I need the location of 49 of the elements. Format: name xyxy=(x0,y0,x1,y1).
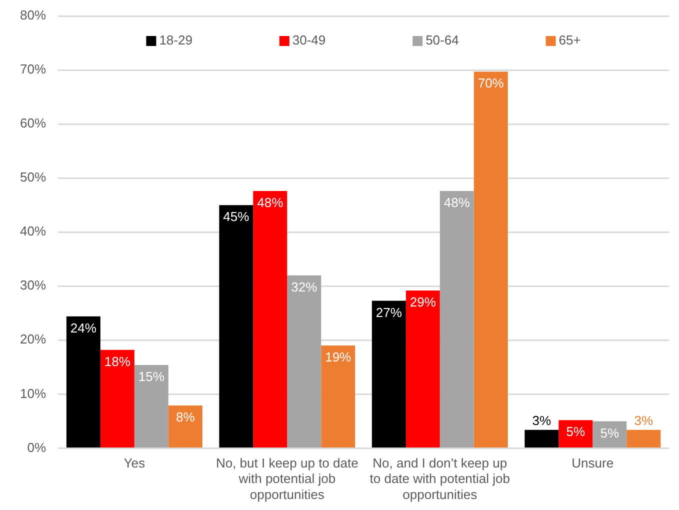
data-label: 15% xyxy=(138,369,165,384)
bar xyxy=(219,205,254,448)
bar xyxy=(100,350,134,448)
x-tick-label: No, but I keep up to date with potential job opportunities xyxy=(216,456,358,502)
bar xyxy=(626,430,661,448)
bar xyxy=(592,421,627,448)
bar xyxy=(168,406,202,448)
bar xyxy=(134,365,168,448)
data-label: 29% xyxy=(410,294,436,310)
y-tick-label: 50% xyxy=(20,170,46,185)
y-tick-label: 40% xyxy=(20,224,46,239)
data-label: 18% xyxy=(104,354,131,369)
bar xyxy=(524,430,559,448)
data-label: 3% xyxy=(532,412,552,428)
data-label: 70% xyxy=(478,76,504,91)
bar xyxy=(66,316,100,448)
data-label: 45% xyxy=(223,209,250,224)
y-tick-label: 30% xyxy=(20,278,46,293)
y-tick-label: 20% xyxy=(20,332,46,347)
bar xyxy=(406,290,440,448)
data-label: 48% xyxy=(444,195,470,210)
bar xyxy=(253,191,288,448)
bar xyxy=(287,275,322,448)
y-tick-label: 70% xyxy=(20,62,46,77)
data-label: 48% xyxy=(257,195,284,210)
data-label: 19% xyxy=(325,350,352,365)
x-tick-label: No, and I don’t keep up to date with potential job opportunities xyxy=(370,456,510,502)
legend-label: 18-29 xyxy=(159,32,192,48)
legend-label: 65+ xyxy=(558,32,581,48)
legend-label: 30-49 xyxy=(292,32,326,48)
x-tick-label: Unsure xyxy=(572,456,614,471)
data-label: 5% xyxy=(600,425,620,440)
legend-label: 50-64 xyxy=(426,32,459,48)
x-tick-label: Yes xyxy=(124,456,146,471)
data-label: 32% xyxy=(291,279,318,294)
y-tick-label: 10% xyxy=(20,386,46,401)
y-tick-label: 80% xyxy=(20,8,46,23)
data-label: 24% xyxy=(70,320,97,336)
bar xyxy=(474,72,508,448)
bar xyxy=(321,346,356,448)
data-label: 3% xyxy=(634,412,654,428)
y-tick-label: 60% xyxy=(20,116,46,131)
bar xyxy=(558,420,593,448)
bar xyxy=(372,300,406,448)
bar xyxy=(440,191,474,448)
y-tick-label: 0% xyxy=(27,440,46,455)
data-label: 8% xyxy=(176,410,196,425)
data-label: 27% xyxy=(376,304,402,320)
data-label: 5% xyxy=(566,424,586,440)
